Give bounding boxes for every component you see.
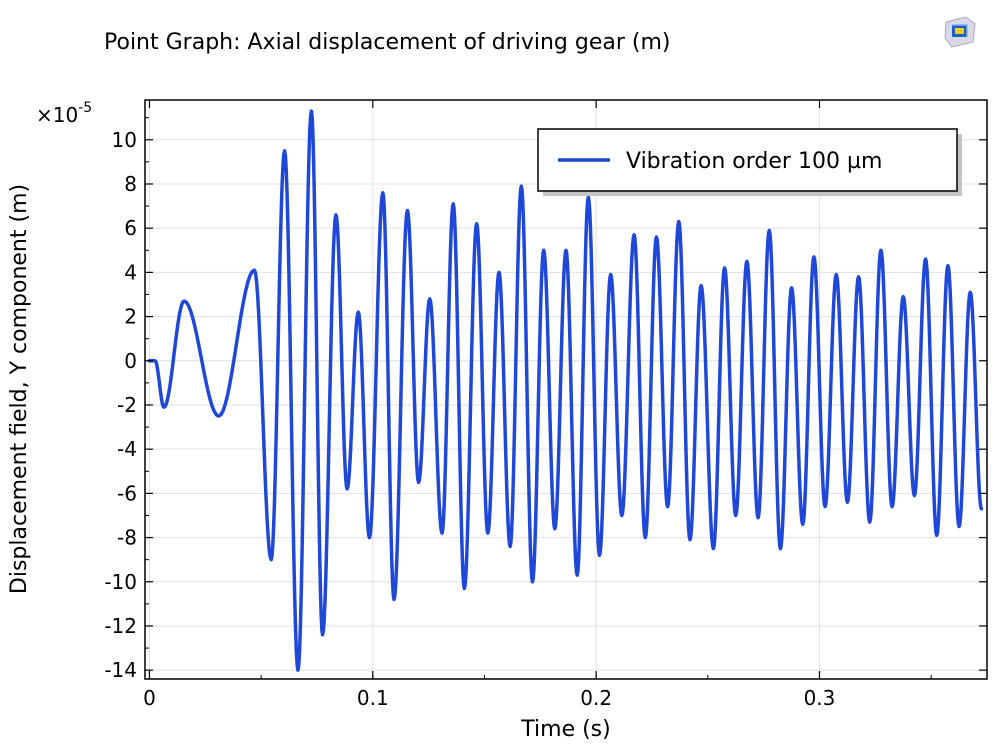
app-logo-icon <box>944 16 976 48</box>
x-tick-label: 0.1 <box>357 686 389 710</box>
y-tick-label: -6 <box>117 481 137 505</box>
y-tick-label: -12 <box>104 614 137 638</box>
y-tick-label: -8 <box>117 526 137 550</box>
plot-frame <box>144 99 988 680</box>
y-axis-label: Displacement field, Y component (m) <box>7 184 32 594</box>
x-tick-label: 0.3 <box>804 686 836 710</box>
y-axis-multiplier: ×10-5 <box>36 100 92 127</box>
y-tick-label: -14 <box>104 658 137 682</box>
y-tick-label: 8 <box>124 172 137 196</box>
y-tick-label: 6 <box>124 216 137 240</box>
y-tick-label: -10 <box>104 570 137 594</box>
y-axis-ticks: 10 8 6 4 2 0 -2 -4 -6 -8 -10 -12 -14 <box>104 117 987 682</box>
x-axis-ticks: 0 0.1 0.2 0.3 <box>143 100 932 710</box>
series-line-0 <box>147 109 984 672</box>
y-tick-label: 0 <box>124 349 137 373</box>
y-tick-label: 10 <box>112 128 137 152</box>
y-tick-label: 4 <box>124 260 137 284</box>
legend: Vibration order 100 µm <box>537 128 962 196</box>
series-layer <box>147 109 984 672</box>
y-tick-label: -2 <box>117 393 137 417</box>
x-axis-label: Time (s) <box>520 717 610 742</box>
y-tick-label: -4 <box>117 437 137 461</box>
y-tick-label: 2 <box>124 305 137 329</box>
x-tick-label: 0 <box>143 686 156 710</box>
legend-label: Vibration order 100 µm <box>626 149 882 174</box>
x-tick-label: 0.2 <box>580 686 612 710</box>
chart-title: Point Graph: Axial displacement of drivi… <box>104 30 671 55</box>
